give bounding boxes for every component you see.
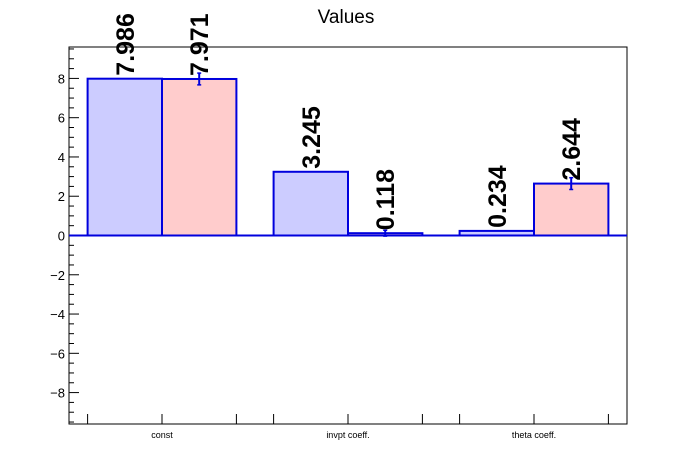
bar [86, 77, 163, 237]
data-label: 2.644 [558, 118, 586, 181]
y-tick-label: −6 [50, 346, 65, 361]
y-tick-label: 8 [58, 71, 65, 86]
bar [272, 170, 350, 237]
bar [533, 182, 610, 237]
y-tick-label: 0 [58, 229, 65, 244]
data-label: 0.118 [372, 169, 400, 230]
data-label: 7.971 [186, 13, 214, 76]
bar [161, 77, 238, 237]
plot-area: −8 −6 −4 −2 0 2 4 6 8 const invpt coeff. theta coef… [50, 13, 628, 440]
y-tick-label: 2 [58, 189, 65, 204]
data-label: 7.986 [112, 13, 140, 76]
y-tick-label: 4 [58, 150, 65, 165]
x-category-label: invpt coeff. [326, 430, 369, 440]
chart-title: Values [318, 7, 375, 28]
x-category-label: const [151, 430, 173, 440]
x-category-label: theta coeff. [512, 430, 556, 440]
data-label: 3.245 [298, 106, 326, 169]
y-tick-label: −8 [50, 386, 65, 401]
y-tick-label: −4 [50, 307, 65, 322]
data-label: 0.234 [484, 165, 512, 228]
y-tick-label: −2 [50, 268, 65, 283]
y-tick-label: 6 [58, 111, 65, 126]
